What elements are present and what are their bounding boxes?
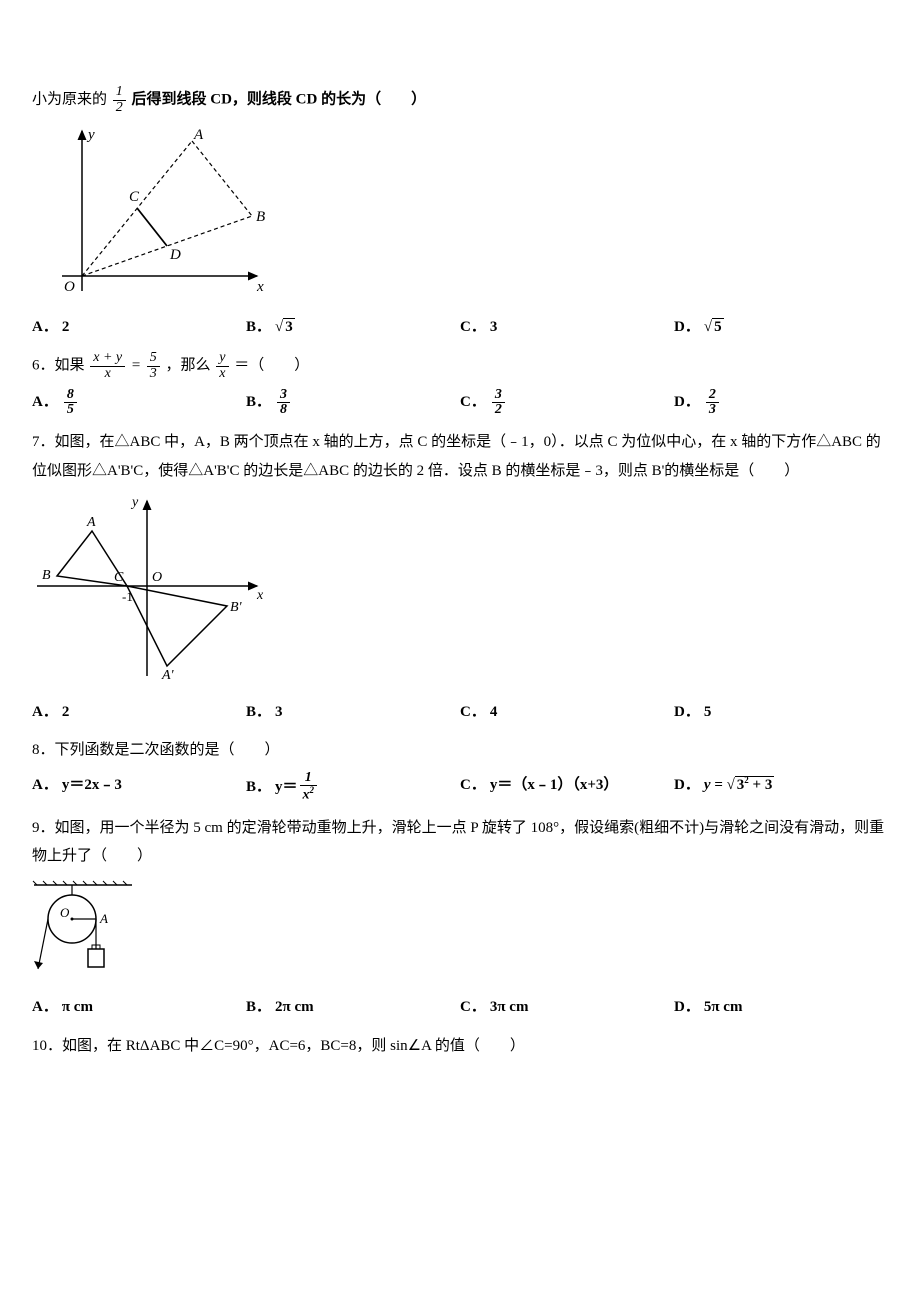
label-C: C [114,570,124,585]
q7-figure: O x y A B C -1 A' B' [32,491,888,692]
q5-opt-A: A．2 [32,313,246,342]
q9-opt-D: D．5π cm [674,993,888,1022]
q9-figure: O A [32,877,888,988]
q5-frac: 1 2 [113,85,126,115]
q8-text: 8．下列函数是二次函数的是（ ） [32,736,888,765]
q9-opt-C: C．3π cm [460,993,674,1022]
q6-opt-D: D．23 [674,388,888,418]
q6-opt-B: B．38 [246,388,460,418]
q5-options: A．2 B．3 C．3 D．5 [32,313,888,342]
q8-opt-C: C．y＝（x﹣1）（x+3） [460,771,674,804]
q5-opt-C: C．3 [460,313,674,342]
q7-opt-B: B．3 [246,698,460,727]
q9-text: 9．如图，用一个半径为 5 cm 的定滑轮带动重物上升，滑轮上一点 P 旋转了 … [32,814,888,871]
q8-D-rad: 32 + 3 [735,776,775,793]
q6-lhs: x + y x [90,351,125,381]
question-9: 9．如图，用一个半径为 5 cm 的定滑轮带动重物上升，滑轮上一点 P 旋转了 … [32,814,888,1022]
label-C: C [129,189,140,205]
q5-text-pre: 小为原来的 [32,92,107,108]
q7-options: A．2 B．3 C．4 D．5 [32,698,888,727]
label-x: x [256,279,264,295]
q5-opt-B: B．3 [246,313,460,342]
label-x: x [256,588,264,603]
q5-figure: O x y A B C D [32,121,888,307]
q5-text-post: 后得到线段 CD，则线段 CD 的长为（ ） [132,92,427,108]
question-10: 10．如图，在 RtΔABC 中∠C=90°，AC=6，BC=8，则 sin∠A… [32,1032,888,1061]
label-O: O [60,905,70,920]
q7-opt-A: A．2 [32,698,246,727]
q8-opt-B: B．y＝1x2 [246,771,460,804]
q10-text: 10．如图，在 RtΔABC 中∠C=90°，AC=6，BC=8，则 sin∠A… [32,1032,888,1061]
label-O: O [64,279,75,295]
label-O: O [152,570,162,585]
q6-opt-A: A．85 [32,388,246,418]
q7-opt-C: C．4 [460,698,674,727]
q8-B-den: x2 [300,786,318,803]
q9-opt-A: A．π cm [32,993,246,1022]
label-Ap: A' [161,668,175,681]
q6-opt-C: C．32 [460,388,674,418]
label-y: y [130,495,139,510]
q6-options: A．85 B．38 C．32 D．23 [32,388,888,418]
q7-opt-D: D．5 [674,698,888,727]
label-minus1: -1 [122,589,133,604]
label-A: A [193,127,204,143]
label-B: B [42,568,51,583]
q9-options: A．π cm B．2π cm C．3π cm D．5π cm [32,993,888,1022]
question-6: 6．如果 x + y x = 5 3 ，那么 y x ＝（ ） A．85 B．3… [32,351,888,418]
q9-opt-B: B．2π cm [246,993,460,1022]
question-5-tail: 小为原来的 1 2 后得到线段 CD，则线段 CD 的长为（ ） O x [32,85,888,341]
label-A: A [99,911,108,926]
q8-opt-D: D．y = 32 + 3 [674,771,888,804]
q7-text: 7．如图，在△ABC 中，A，B 两个顶点在 x 轴的上方，点 C 的坐标是（﹣… [32,428,888,485]
q8-options: A．y＝2x﹣3 B．y＝1x2 C．y＝（x﹣1）（x+3） D．y = 32… [32,771,888,804]
q8-opt-A: A．y＝2x﹣3 [32,771,246,804]
question-7: 7．如图，在△ABC 中，A，B 两个顶点在 x 轴的上方，点 C 的坐标是（﹣… [32,428,888,726]
q5-opt-D: D．5 [674,313,888,342]
label-A: A [86,515,96,530]
q6-q: y x [216,351,228,381]
q6-rhs: 5 3 [147,351,160,381]
label-y: y [86,127,95,143]
question-8: 8．下列函数是二次函数的是（ ） A．y＝2x﹣3 B．y＝1x2 C．y＝（x… [32,736,888,804]
label-Bp: B' [230,600,243,615]
label-B: B [256,209,265,225]
q6-num: 6．如果 [32,358,85,374]
label-D: D [169,247,181,263]
